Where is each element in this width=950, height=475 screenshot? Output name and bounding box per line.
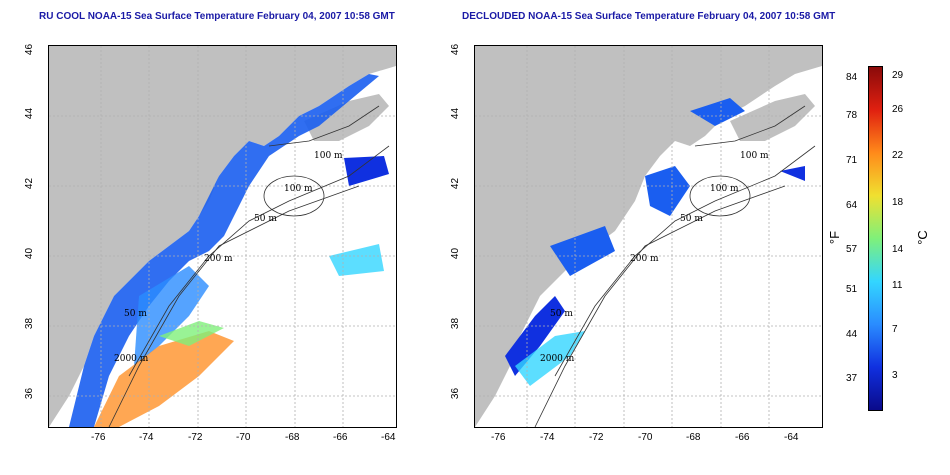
fahrenheit-tick: 84	[846, 72, 858, 83]
fahrenheit-tick: 78	[846, 110, 858, 121]
left-sst-map: 100 m 100 m 50 m 200 m 50 m 2000 m	[48, 45, 397, 428]
patch-east	[329, 244, 384, 276]
right-sst-map: 100 m 100 m 50 m 200 m 50 m 2000 m	[474, 45, 823, 428]
celsius-tick: 7	[892, 324, 898, 335]
cold-water-patch	[550, 226, 615, 276]
x-tick: -76	[91, 432, 106, 443]
celsius-tick: 29	[892, 70, 904, 81]
y-tick: 36	[24, 387, 36, 400]
x-tick: -72	[589, 432, 604, 443]
y-tick: 38	[450, 317, 462, 330]
contour-label: 50 m	[254, 214, 277, 224]
contour-label: 50 m	[550, 309, 573, 319]
cold-water-region	[69, 74, 379, 427]
contour-label: 100 m	[284, 184, 313, 194]
y-tick: 44	[24, 107, 36, 120]
x-tick: -76	[491, 432, 506, 443]
fahrenheit-unit-label: °F	[827, 230, 843, 245]
temperature-colorbar	[868, 66, 883, 411]
y-tick: 40	[450, 247, 462, 260]
cool-water-south	[134, 266, 209, 366]
celsius-tick: 26	[892, 104, 904, 115]
contour-label: 100 m	[314, 151, 343, 161]
x-tick: -68	[686, 432, 701, 443]
y-tick: 46	[24, 43, 36, 56]
contour-label: 200 m	[204, 254, 233, 264]
x-tick: -64	[381, 432, 396, 443]
celsius-tick: 22	[892, 150, 904, 161]
contour-label: 100 m	[740, 151, 769, 161]
x-tick: -70	[236, 432, 251, 443]
fahrenheit-tick: 37	[846, 373, 858, 384]
cold-water-east	[780, 166, 805, 181]
celsius-tick: 18	[892, 197, 904, 208]
cold-water-coast	[505, 296, 565, 376]
warm-water-gulfstream	[94, 331, 234, 427]
fahrenheit-tick: 51	[846, 284, 858, 295]
contour-label: 100 m	[710, 184, 739, 194]
x-tick: -64	[784, 432, 799, 443]
contour-100m	[694, 105, 806, 147]
cold-water-east	[344, 156, 389, 186]
x-tick: -66	[333, 432, 348, 443]
x-tick: -68	[285, 432, 300, 443]
celsius-tick: 14	[892, 244, 904, 255]
contour-2000m	[534, 185, 786, 427]
mild-water	[159, 321, 224, 346]
contour-label: 50 m	[680, 214, 703, 224]
celsius-tick: 3	[892, 370, 898, 381]
y-tick: 36	[450, 387, 462, 400]
contour-label: 2000 m	[540, 354, 575, 364]
land-mass	[49, 46, 396, 427]
right-map-title: DECLOUDED NOAA-15 Sea Surface Temperatur…	[462, 11, 836, 22]
contour-label: 200 m	[630, 254, 659, 264]
y-tick: 44	[450, 107, 462, 120]
fahrenheit-tick: 57	[846, 244, 858, 255]
land-mass	[475, 46, 822, 427]
fahrenheit-tick: 71	[846, 155, 858, 166]
contour-2000m	[108, 185, 360, 427]
celsius-tick: 11	[892, 280, 903, 291]
cold-water-patch	[690, 98, 745, 126]
fahrenheit-tick: 64	[846, 200, 858, 211]
land-mass-nova-scotia	[304, 94, 389, 141]
contour-label: 50 m	[124, 309, 147, 319]
land-mass-nova-scotia	[730, 94, 815, 141]
contour-200m	[128, 145, 390, 377]
x-tick: -74	[540, 432, 555, 443]
cold-water-patch	[645, 166, 690, 216]
left-map-title: RU COOL NOAA-15 Sea Surface Temperature …	[39, 11, 395, 22]
cool-water-patch	[515, 331, 585, 386]
contour-label: 2000 m	[114, 354, 149, 364]
y-tick: 42	[450, 177, 462, 190]
georges-bank	[689, 175, 751, 217]
y-tick: 38	[24, 317, 36, 330]
y-tick: 40	[24, 247, 36, 260]
x-tick: -74	[139, 432, 154, 443]
georges-bank	[263, 175, 325, 217]
fahrenheit-tick: 44	[846, 329, 858, 340]
x-tick: -66	[735, 432, 750, 443]
contour-100m	[268, 105, 380, 147]
x-tick: -70	[638, 432, 653, 443]
y-tick: 42	[24, 177, 36, 190]
y-tick: 46	[450, 43, 462, 56]
contour-200m	[554, 145, 816, 377]
x-tick: -72	[188, 432, 203, 443]
celsius-unit-label: °C	[914, 230, 930, 245]
